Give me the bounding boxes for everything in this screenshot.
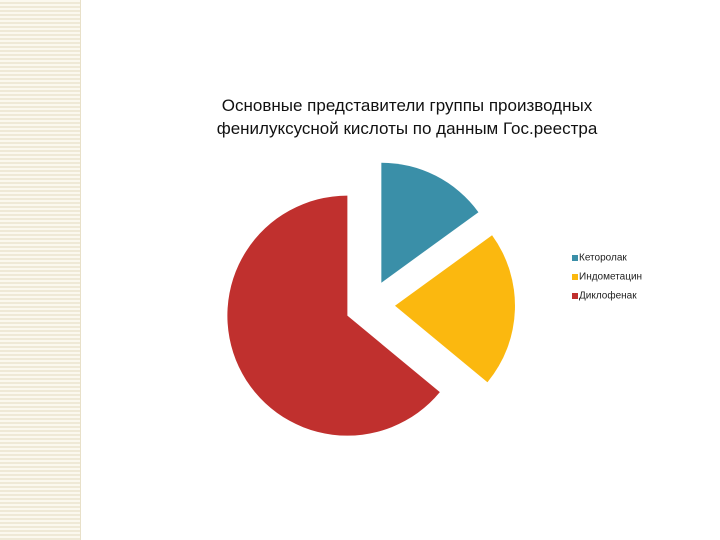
legend-swatch [572, 274, 578, 280]
pie-slice [394, 235, 515, 383]
pie-slice [227, 195, 440, 436]
legend-swatch [572, 255, 578, 261]
legend-label: Диклофенак [579, 290, 637, 302]
pie-slice [381, 162, 479, 283]
chart-title: Основные представители группы производны… [216, 96, 598, 138]
decor-stripe [0, 0, 81, 540]
legend-label: Индометацин [579, 272, 642, 283]
legend-swatch [572, 293, 578, 299]
legend-label: Кеторолак [579, 253, 627, 264]
